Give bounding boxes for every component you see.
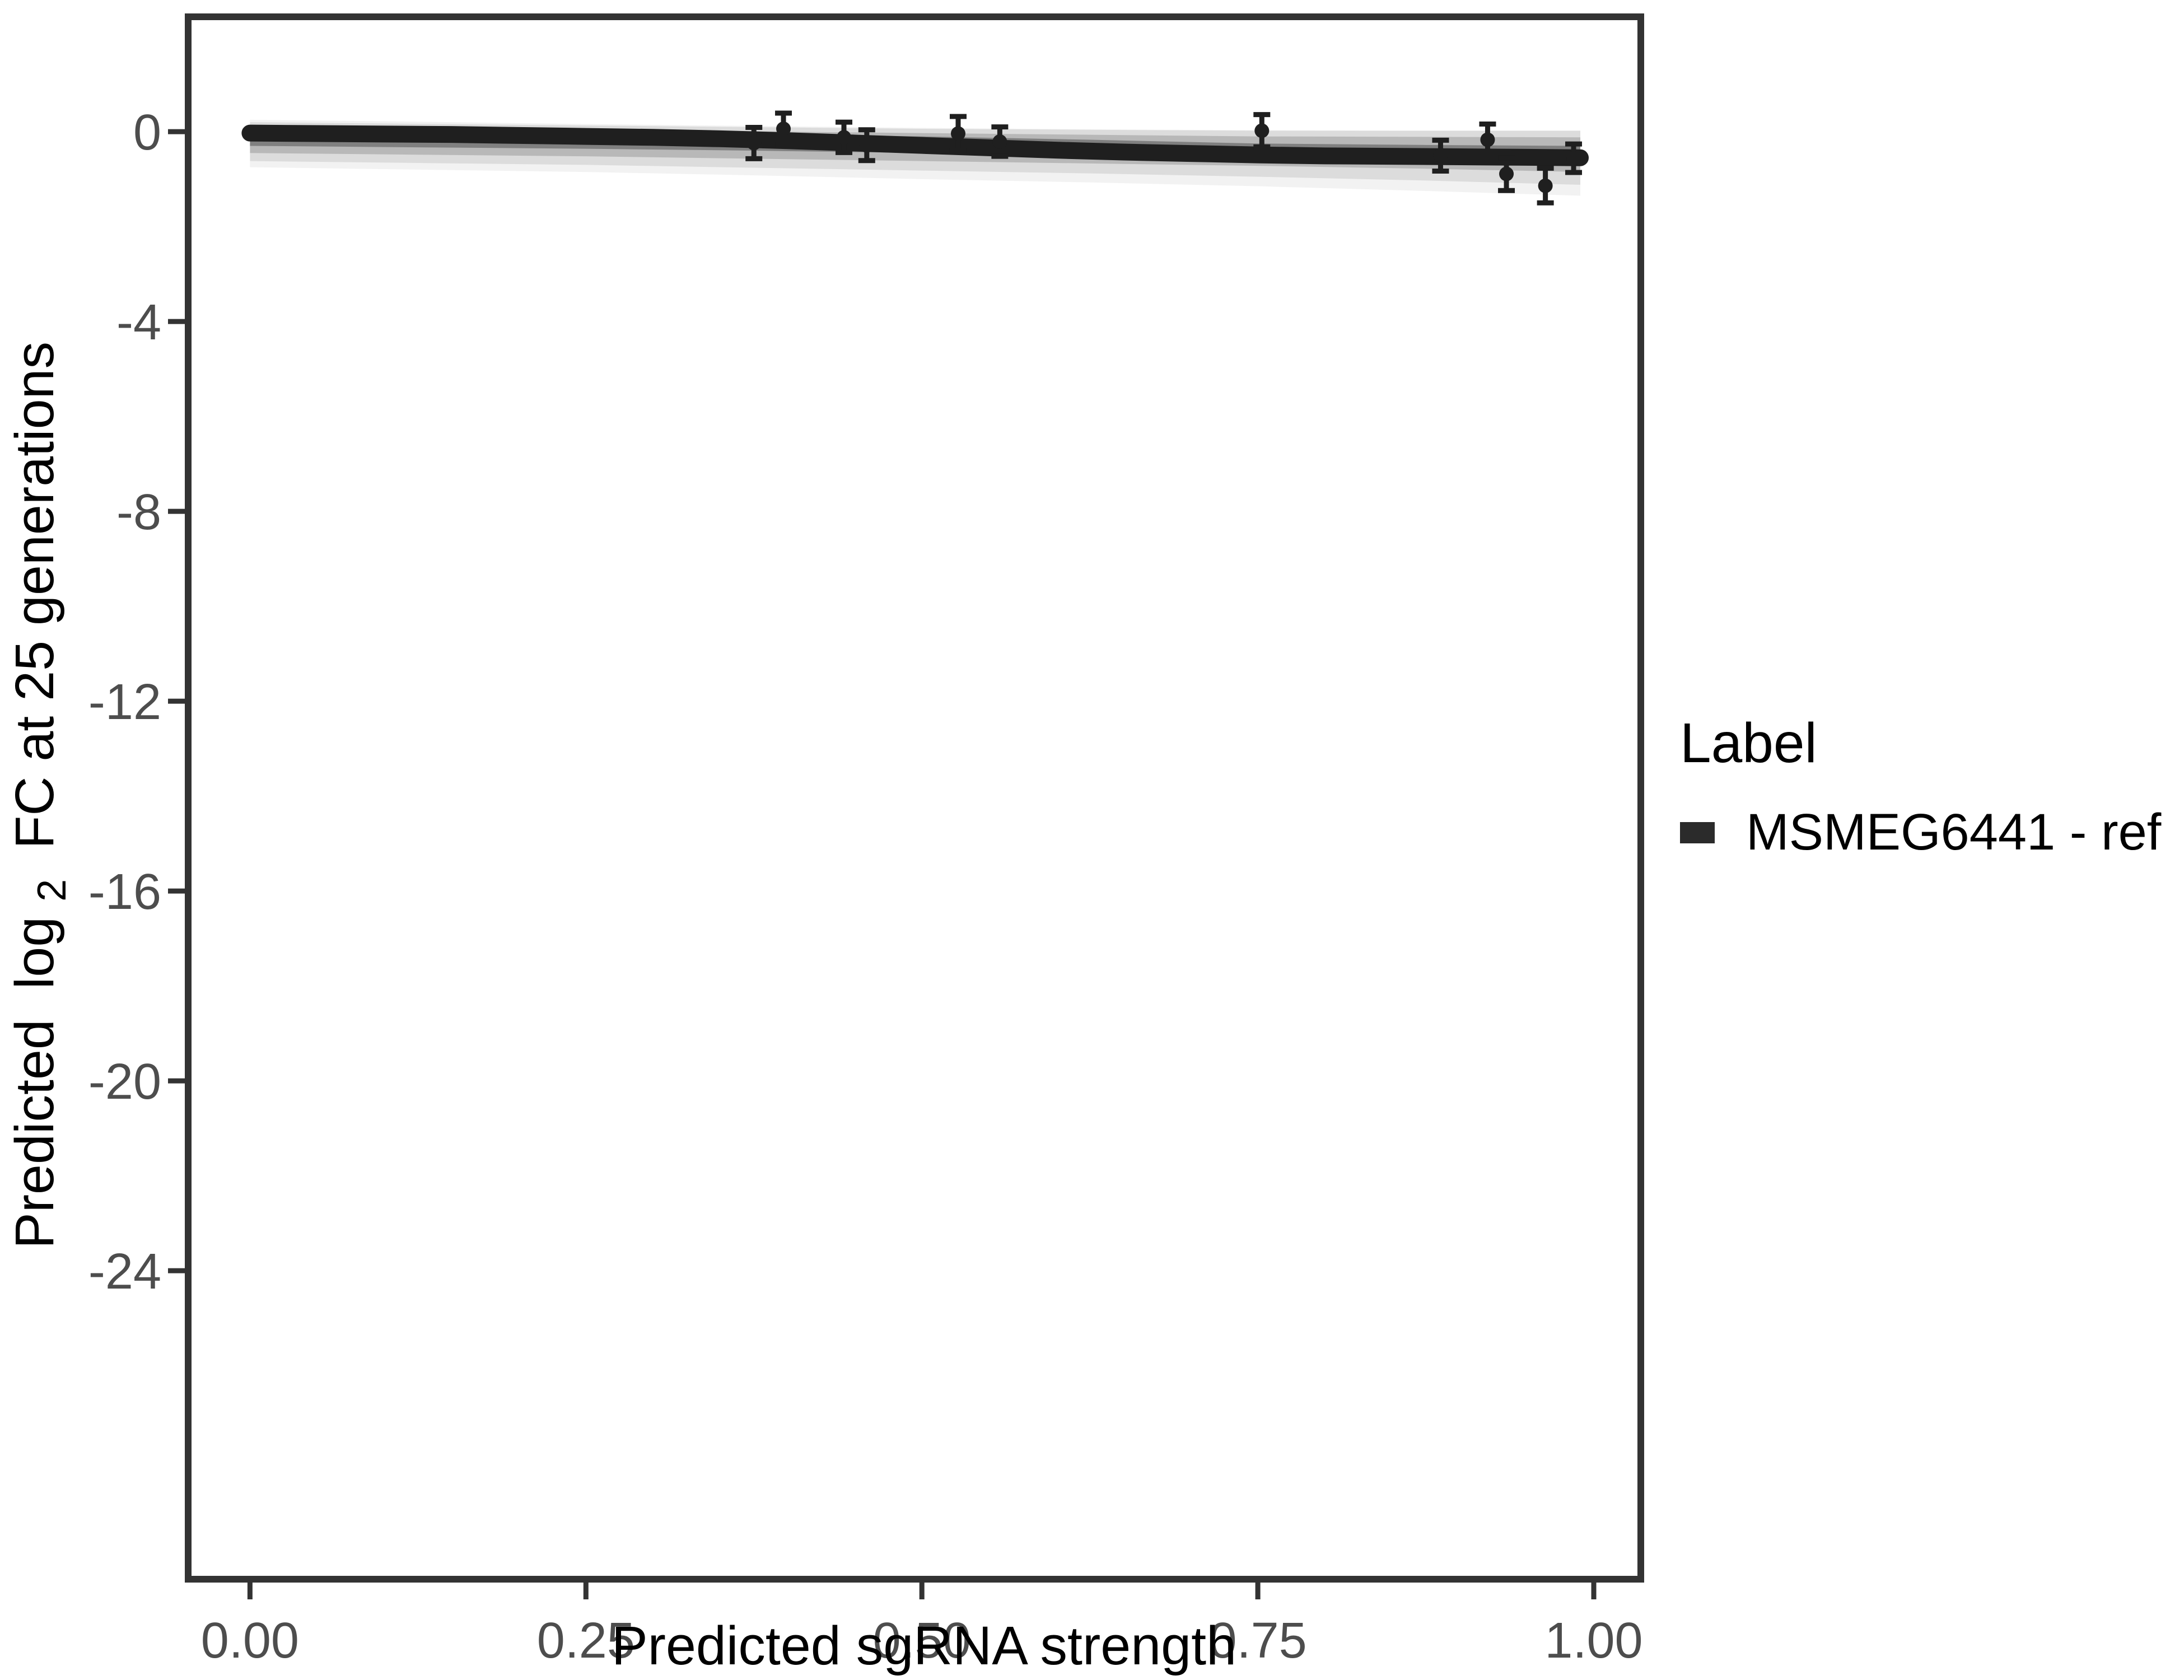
x-axis-title: Predicted sgRNA strength (612, 1615, 1236, 1676)
legend-entry-label: MSMEG6441 - ref (1746, 804, 2162, 861)
x-tick-label: 0.25 (537, 1613, 635, 1669)
legend-entry: MSMEG6441 - ref (1680, 803, 2161, 862)
y-tick-label: -16 (88, 864, 161, 920)
x-tick-label: 1.00 (1544, 1613, 1642, 1669)
data-point (859, 138, 874, 153)
x-tick-label: 0.50 (873, 1613, 971, 1669)
data-point (776, 122, 791, 137)
data-point (1566, 151, 1581, 166)
y-axis-title-pre: Predicted log (4, 917, 65, 1249)
y-tick-label: -24 (88, 1244, 161, 1300)
y-axis-title-subscript: 2 (30, 879, 74, 902)
y-tick-label: -8 (116, 484, 161, 540)
x-tick-label: 0.75 (1209, 1613, 1307, 1669)
y-tick-label: 0 (133, 105, 161, 161)
x-axis-ticks: 0.00 0.25 0.50 0.75 1.00 (201, 1583, 1643, 1669)
panel-background (188, 17, 1641, 1579)
y-axis-title-post: FC at 25 generations (4, 342, 65, 864)
data-point (950, 126, 965, 141)
y-axis-title: Predicted log 2 FC at 25 generations (4, 342, 77, 1249)
y-tick-label: -20 (88, 1054, 161, 1110)
data-point (1538, 178, 1553, 193)
x-tick-label: 0.00 (201, 1613, 299, 1669)
data-point (1433, 148, 1448, 163)
legend: Label MSMEG6441 - ref (1680, 712, 2161, 862)
data-point (992, 134, 1007, 149)
y-axis-ticks: 0 -4 -8 -12 -16 -20 -24 (88, 105, 185, 1300)
data-point (1480, 132, 1495, 147)
y-tick-label: -12 (88, 674, 161, 730)
data-point (837, 130, 852, 145)
legend-title: Label (1680, 712, 1817, 774)
legend-line-swatch (1680, 822, 1715, 843)
fit-line-path (241, 124, 1589, 166)
y-tick-label: -4 (116, 295, 161, 351)
data-point (746, 136, 762, 151)
data-point (1499, 166, 1514, 181)
data-point (1254, 123, 1270, 138)
panel-border (185, 13, 1644, 1583)
data-points (746, 122, 1581, 193)
fit-line (241, 124, 1589, 166)
